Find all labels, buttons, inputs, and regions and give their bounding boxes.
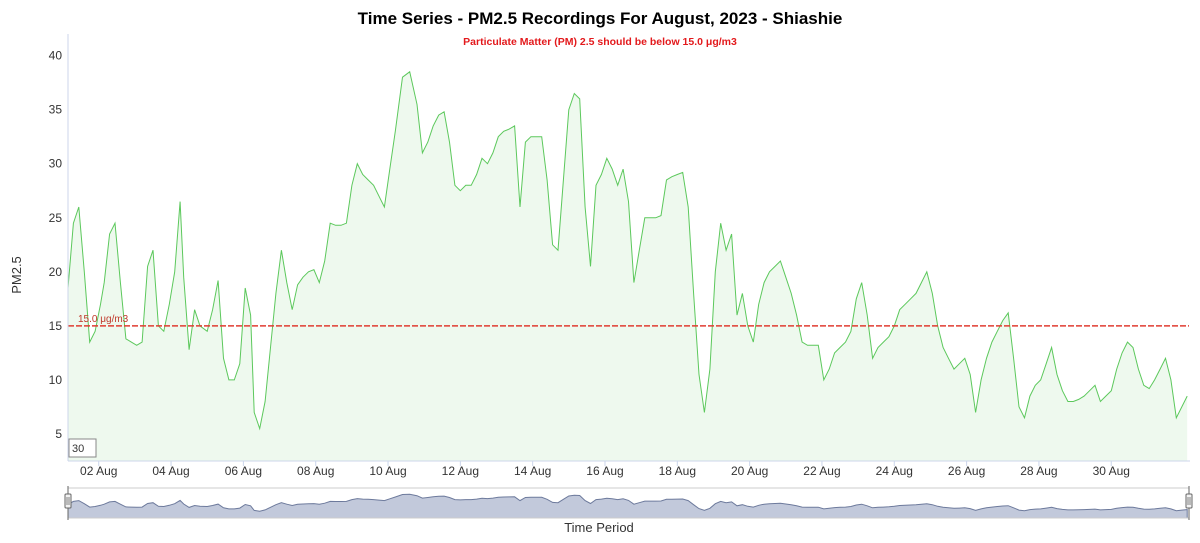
x-tick-label: 26 Aug — [948, 464, 985, 478]
x-tick-label: 24 Aug — [876, 464, 913, 478]
x-tick-label: 20 Aug — [731, 464, 768, 478]
navigator-left-handle[interactable] — [64, 486, 72, 520]
navigator-right-handle[interactable] — [1185, 486, 1193, 520]
y-tick-label: 20 — [49, 265, 63, 279]
navigator-series-fill — [67, 493, 1188, 519]
x-tick-label: 12 Aug — [442, 464, 479, 478]
x-tick-label: 14 Aug — [514, 464, 551, 478]
y-tick-label: 40 — [49, 49, 63, 63]
x-tick-label: 16 Aug — [586, 464, 623, 478]
x-tick-label: 28 Aug — [1020, 464, 1057, 478]
range-input-frame[interactable] — [68, 438, 97, 458]
series-area-fill — [68, 71, 1188, 462]
y-tick-label: 35 — [49, 103, 63, 117]
x-tick-label: 02 Aug — [80, 464, 117, 478]
navigator[interactable] — [64, 486, 1193, 520]
chart-title: Time Series - PM2.5 Recordings For Augus… — [358, 9, 843, 28]
x-tick-label: 04 Aug — [152, 464, 189, 478]
x-tick-label: 08 Aug — [297, 464, 334, 478]
x-tick-label: 30 Aug — [1093, 464, 1130, 478]
range-input-value: 30 — [72, 443, 84, 455]
y-tick-label: 10 — [49, 373, 63, 387]
x-tick-label: 06 Aug — [225, 464, 262, 478]
series-line — [67, 70, 1188, 431]
y-axis-ticks: 5 10 15 20 25 30 35 40 — [49, 49, 63, 441]
threshold-label: 15.0 μg/m3 — [78, 314, 129, 325]
x-axis-title: Time Period — [564, 520, 634, 535]
y-tick-label: 15 — [49, 319, 63, 333]
y-tick-label: 5 — [55, 427, 62, 441]
plot-area[interactable]: 15.0 μg/m3 — [67, 70, 1189, 462]
chart-subtitle: Particulate Matter (PM) 2.5 should be be… — [463, 36, 737, 48]
x-tick-label: 22 Aug — [803, 464, 840, 478]
y-tick-label: 30 — [49, 157, 63, 171]
range-input-box[interactable]: 30 — [68, 438, 97, 458]
x-tick-label: 10 Aug — [369, 464, 406, 478]
y-tick-label: 25 — [49, 211, 63, 225]
x-axis-ticks: 02 Aug 04 Aug 06 Aug 08 Aug 10 Aug 12 Aug 14 A… — [80, 461, 1130, 478]
x-tick-label: 18 Aug — [659, 464, 696, 478]
y-axis-title: PM2.5 — [9, 256, 24, 294]
